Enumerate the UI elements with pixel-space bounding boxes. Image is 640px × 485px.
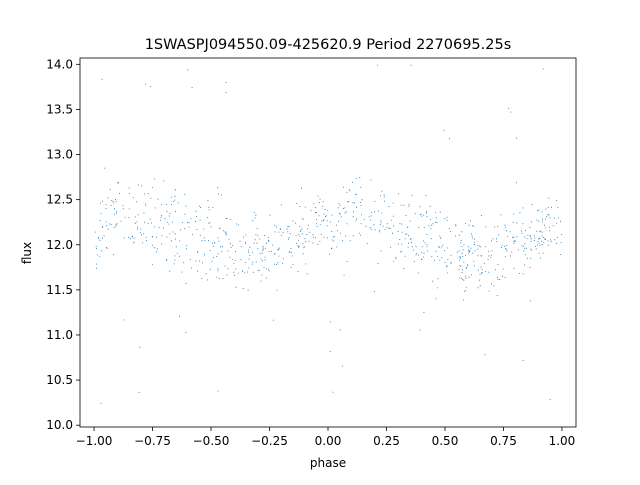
y-axis-label: flux (20, 242, 34, 264)
data-points (94, 64, 562, 404)
x-tick-label: 0.50 (432, 434, 459, 448)
x-axis: −1.00 −0.75 −0.50 −0.25 0.00 0.25 0.50 0.75 1.00 (76, 427, 576, 448)
x-tick-label: −1.00 (76, 434, 113, 448)
x-tick-label: 1.00 (549, 434, 576, 448)
plot-frame (79, 57, 577, 428)
y-tick-label: 13.0 (46, 148, 73, 162)
x-tick-label: −0.50 (193, 434, 230, 448)
y-tick-label: 12.5 (46, 193, 73, 207)
y-tick-label: 10.5 (46, 373, 73, 387)
x-tick-label: 0.75 (490, 434, 517, 448)
y-tick-label: 13.5 (46, 102, 73, 116)
x-tick-label: 0.25 (373, 434, 400, 448)
y-tick-label: 14.0 (46, 57, 73, 71)
y-tick-label: 12.0 (46, 238, 73, 252)
y-axis: 10.0 10.5 11.0 11.5 12.0 12.5 13.0 13.5 14.0 (46, 57, 80, 432)
x-axis-label: phase (310, 456, 346, 470)
x-tick-label: −0.25 (251, 434, 288, 448)
y-tick-label: 10.0 (46, 418, 73, 432)
chart-title: 1SWASPJ094550.09-425620.9 Period 2270695… (145, 37, 512, 53)
y-tick-label: 11.0 (46, 328, 73, 342)
x-tick-label: 0.00 (315, 434, 342, 448)
x-tick-label: −0.75 (134, 434, 171, 448)
data-point-cloud (94, 64, 562, 404)
y-tick-label: 11.5 (46, 283, 73, 297)
